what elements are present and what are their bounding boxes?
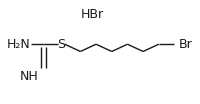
Text: Br: Br	[178, 38, 192, 51]
Text: HBr: HBr	[80, 8, 104, 21]
Text: NH: NH	[20, 71, 38, 83]
Text: H₂N: H₂N	[7, 38, 31, 51]
Text: S: S	[57, 38, 65, 51]
